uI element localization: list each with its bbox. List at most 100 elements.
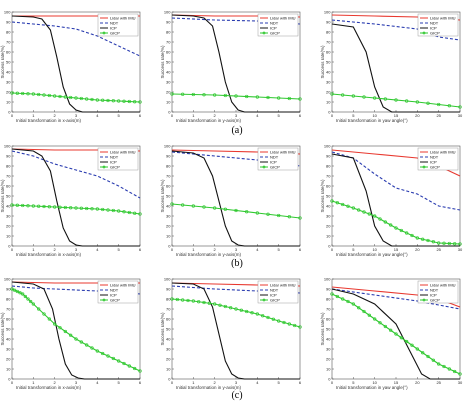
legend-entry: ICP	[430, 159, 437, 164]
x-tick-label: 3	[75, 247, 78, 252]
series-point-gicp	[181, 92, 185, 96]
series-line-gicp	[331, 93, 461, 108]
series-point-gicp	[15, 203, 19, 207]
legend-entry: NDT	[110, 287, 119, 292]
chart-panel-6: 0 10 20 30 40 50 60 70 80 90 100 0 5 10 15 20 25 30 Initia…	[320, 143, 463, 257]
y-tick-label: 100	[324, 276, 331, 281]
x-axis-label: Initial transformation in yaw angle(°)	[336, 385, 408, 390]
series-point-gicp	[37, 204, 41, 208]
series-point-gicp	[117, 359, 121, 363]
series-point-gicp	[79, 206, 83, 210]
series-point-gicp	[341, 297, 345, 301]
y-tick-label: 80	[166, 296, 171, 301]
legend-entry: Lidar with IMU	[430, 15, 456, 20]
y-axis-label: Success rate(%)	[320, 179, 325, 213]
series-point-gicp	[42, 93, 46, 97]
legend-box	[97, 280, 139, 304]
series-point-gicp	[85, 97, 89, 101]
y-tick-label: 0	[168, 376, 171, 381]
legend-entry: Lidar with IMU	[110, 282, 136, 287]
series-point-gicp	[106, 208, 110, 212]
y-tick-label: 0	[168, 243, 171, 248]
series-point-gicp	[335, 201, 339, 205]
y-tick-label: 40	[326, 336, 331, 341]
series-point-gicp	[431, 240, 435, 244]
chart-panel-9: 0 10 20 30 40 50 60 70 80 90 100 0 5 10 15 20 25 30 Initia…	[320, 276, 463, 390]
x-tick-label: 15	[394, 247, 399, 252]
y-axis-label: Success rate(%)	[160, 179, 165, 213]
x-tick-label: 6	[299, 380, 302, 385]
y-tick-label: 100	[4, 276, 11, 281]
series-point-gicp	[101, 351, 105, 356]
series-point-gicp	[74, 206, 78, 210]
y-tick-label: 90	[326, 286, 331, 291]
series-point-gicp	[287, 322, 291, 326]
x-tick-label: 6	[139, 247, 142, 252]
legend-box	[257, 147, 299, 171]
legend-entry: GICP	[110, 297, 120, 302]
legend-marker	[102, 165, 106, 169]
series-point-gicp	[106, 354, 110, 358]
series-point-gicp	[63, 205, 67, 210]
series-line-icp	[331, 23, 460, 113]
series-point-gicp	[255, 211, 259, 215]
legend-entry: GICP	[270, 164, 280, 169]
series-point-gicp	[10, 91, 14, 95]
row-label-c: (c)	[231, 390, 242, 401]
y-tick-label: 40	[326, 203, 331, 208]
series-line-ndt	[11, 21, 141, 57]
y-tick-label: 0	[8, 376, 11, 381]
series-point-gicp	[266, 95, 270, 100]
y-tick-label: 30	[166, 79, 171, 84]
x-tick-label: 1	[192, 113, 195, 118]
series-point-gicp	[31, 204, 35, 208]
y-tick-label: 70	[166, 306, 171, 311]
series-point-gicp	[378, 321, 382, 325]
series-point-gicp	[415, 347, 419, 351]
series-point-gicp	[23, 294, 27, 299]
y-tick-label: 40	[166, 69, 171, 74]
y-tick-label: 70	[166, 173, 171, 178]
series-point-gicp	[191, 204, 195, 208]
series-point-gicp	[341, 202, 345, 207]
series-line-icp	[171, 282, 300, 380]
x-tick-label: 20	[415, 113, 420, 118]
series-point-gicp	[37, 92, 41, 97]
y-tick-label: 50	[326, 326, 331, 331]
series-point-gicp	[245, 210, 249, 214]
chart-panel-7: 0 10 20 30 40 50 60 70 80 90 100 0 1 2 3 4 5 6 Initial tra…	[0, 276, 142, 390]
series-point-gicp	[223, 207, 227, 211]
series-point-gicp	[447, 241, 451, 246]
series-point-gicp	[117, 209, 121, 213]
series-point-gicp	[346, 299, 350, 304]
x-tick-label: 5	[352, 380, 355, 385]
series-point-gicp	[362, 309, 366, 314]
legend-marker	[262, 298, 266, 302]
y-tick-label: 80	[166, 163, 171, 168]
series-point-gicp	[138, 100, 142, 104]
legend-entry: GICP	[270, 30, 280, 35]
series-point-gicp	[74, 337, 78, 341]
series-point-gicp	[437, 362, 441, 366]
y-tick-label: 100	[324, 9, 331, 14]
series-point-gicp	[170, 202, 174, 206]
legend-entry: ICP	[110, 159, 117, 164]
x-tick-label: 10	[372, 380, 377, 385]
series-point-gicp	[101, 98, 105, 102]
series-point-gicp	[266, 315, 270, 320]
legend-entry: NDT	[430, 20, 439, 25]
y-tick-label: 20	[6, 89, 11, 94]
series-point-gicp	[431, 358, 435, 362]
y-tick-label: 70	[6, 173, 11, 178]
y-tick-label: 80	[6, 29, 11, 34]
series-line-icp	[171, 150, 300, 247]
legend-entry: Lidar with IMU	[430, 149, 456, 154]
legend-entry: GICP	[430, 297, 440, 302]
legend-entry: ICP	[110, 292, 117, 297]
x-tick-label: 4	[96, 380, 99, 385]
series-point-gicp	[383, 324, 387, 329]
y-tick-label: 0	[8, 243, 11, 248]
series-point-gicp	[69, 333, 73, 337]
x-tick-label: 3	[235, 113, 238, 118]
x-tick-label: 6	[299, 113, 302, 118]
